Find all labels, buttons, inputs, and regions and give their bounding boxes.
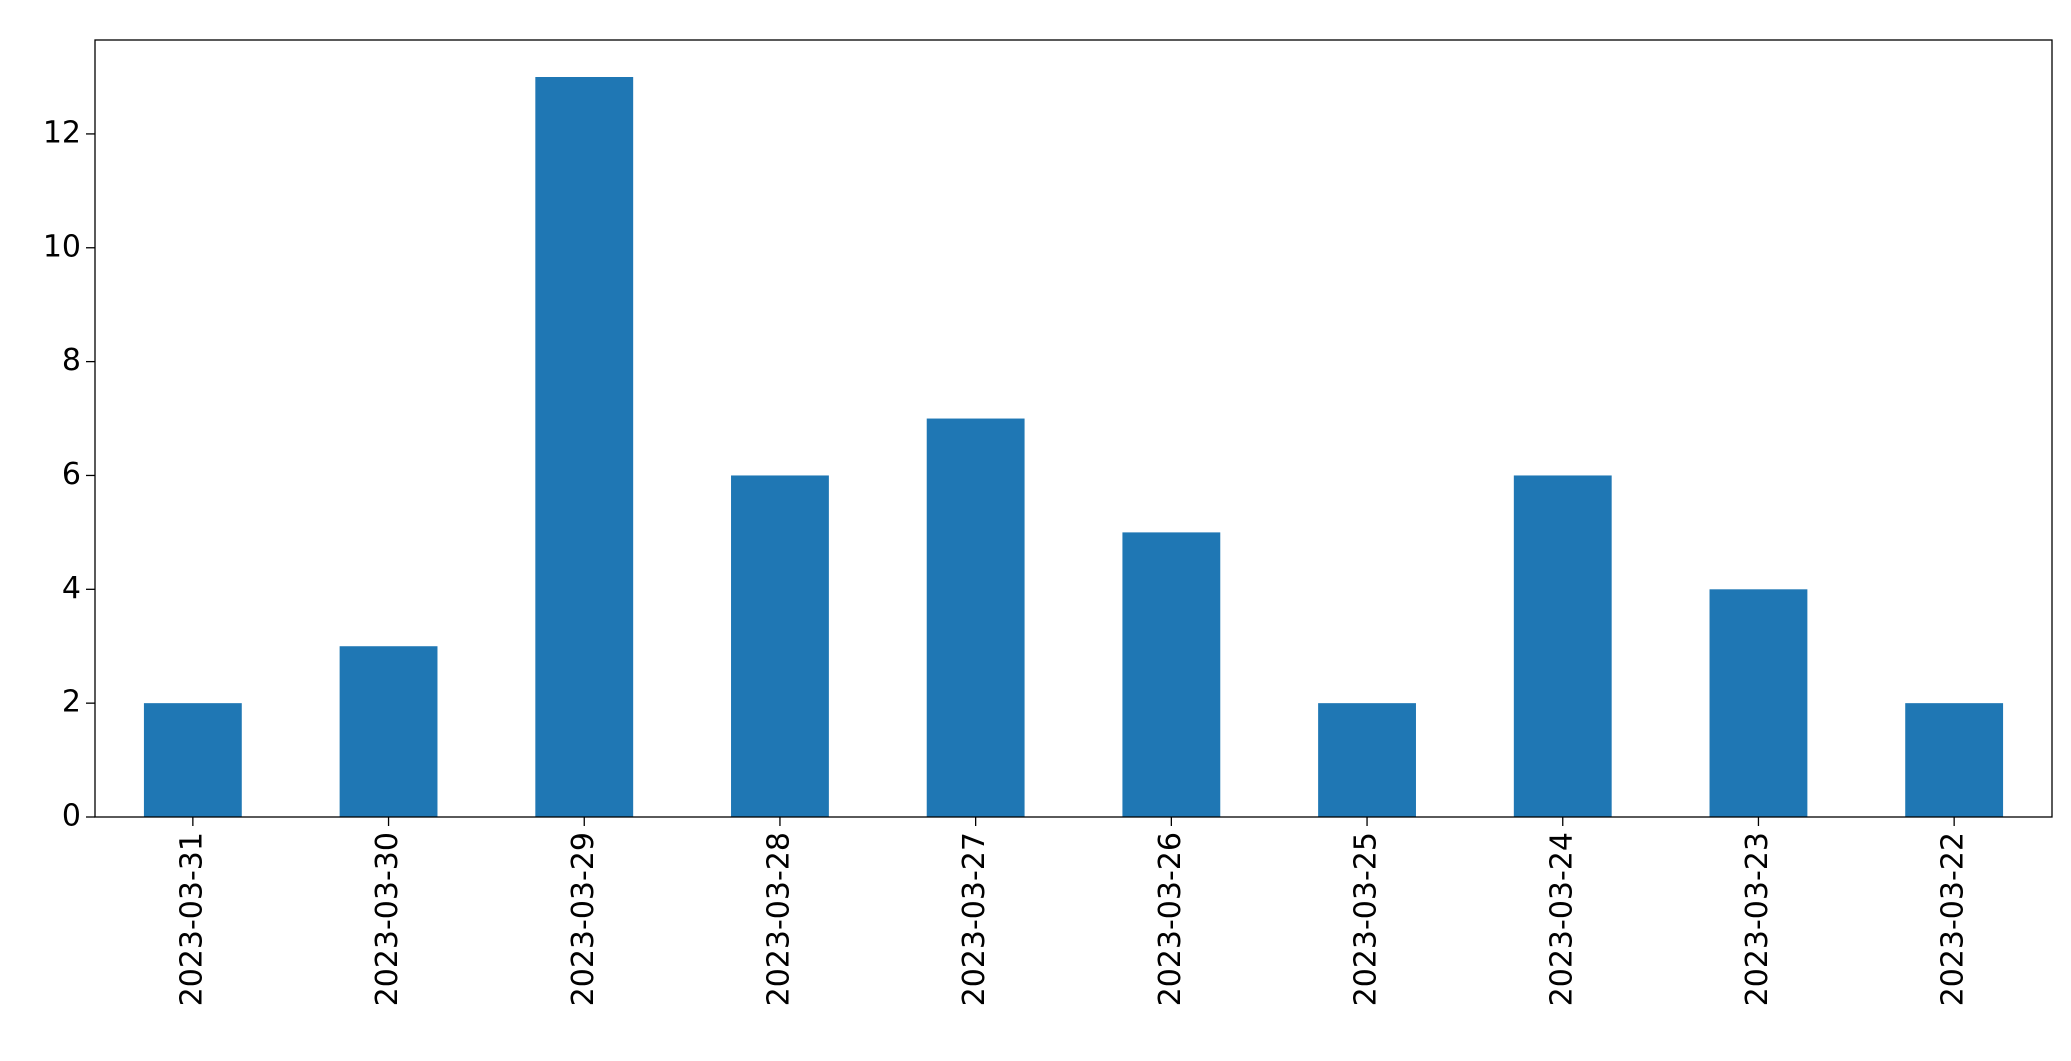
y-tick-label: 0 (62, 799, 81, 834)
y-tick-label: 12 (43, 115, 81, 150)
bar (1709, 589, 1808, 817)
x-tick-label: 2023-03-28 (761, 832, 796, 1006)
x-tick-label: 2023-03-22 (1936, 832, 1971, 1006)
x-tick-label: 2023-03-29 (566, 832, 601, 1006)
x-tick-label: 2023-03-27 (957, 832, 992, 1006)
plot-frame (94, 39, 2053, 818)
x-tick-label: 2023-03-26 (1153, 832, 1188, 1006)
x-tick-label: 2023-03-31 (174, 832, 209, 1006)
x-tick-label: 2023-03-25 (1349, 832, 1384, 1006)
bar (1122, 532, 1221, 817)
bar (143, 703, 242, 817)
bar (535, 77, 634, 817)
y-tick-label: 6 (62, 457, 81, 492)
x-tick-label: 2023-03-23 (1740, 832, 1775, 1006)
bar (1318, 703, 1416, 817)
bar (1905, 703, 2004, 817)
bar (1513, 475, 1612, 817)
y-tick-label: 8 (62, 343, 81, 378)
y-tick-label: 4 (62, 571, 81, 606)
bar (339, 646, 438, 817)
x-tick-label: 2023-03-24 (1544, 832, 1579, 1006)
bar (731, 475, 829, 817)
y-tick-label: 10 (43, 229, 81, 264)
x-tick-label: 2023-03-30 (370, 832, 405, 1006)
bar (926, 418, 1025, 817)
y-tick-label: 2 (62, 685, 81, 720)
